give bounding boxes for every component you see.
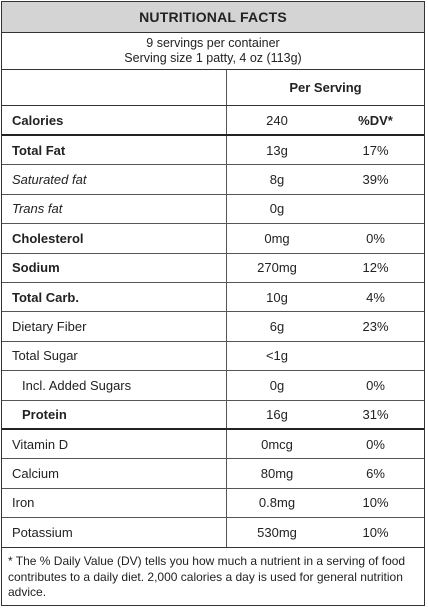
nutrient-row-trans-fat: Trans fat 0g [2,194,424,225]
nutrient-row-added-sugars: Incl. Added Sugars 0g 0% [2,371,424,401]
nutrient-amount: 0mcg [261,436,293,452]
nutrient-row-cholesterol: Cholesterol 0mg 0% [2,224,424,254]
nutrient-dv: 4% [366,289,385,305]
nutrient-amount: 0.8mg [258,495,296,511]
nutrient-label: Incl. Added Sugars [2,371,227,400]
nutrient-label: Total Fat [2,136,227,165]
nutrient-dv: 17% [362,142,389,158]
nutrient-row-iron: Iron 0.8mg 10% [2,488,424,519]
nutrient-label: Dietary Fiber [2,312,227,341]
nutrient-amount: 270mg [257,260,297,276]
nutrient-row-potassium: Potassium 530mg 10% [2,518,424,548]
calories-value: 240 [266,112,288,128]
nutrient-row-total-fat: Total Fat 13g 17% [2,136,424,166]
nutrient-label: Protein [2,400,227,428]
nutrient-dv [327,342,424,370]
per-serving-header: Per Serving [289,80,362,95]
nutrient-dv: 10% [362,495,389,511]
calories-label: Calories [2,106,227,134]
nutrient-dv: 31% [362,406,389,422]
nutrient-row-protein: Protein 16g 31% [2,400,424,430]
nutrient-row-vitamin-d: Vitamin D 0mcg 0% [2,429,424,460]
panel-title: NUTRITIONAL FACTS [2,2,424,33]
nutrient-row-saturated-fat: Saturated fat 8g 39% [2,165,424,195]
nutrient-amount: 13g [266,142,288,158]
serving-info: 9 servings per container Serving size 1 … [2,33,424,70]
nutrient-dv: 12% [362,260,389,276]
nutrient-dv [327,195,424,223]
nutrient-label: Total Sugar [2,341,227,371]
nutrient-dv: 0% [366,436,385,452]
nutrient-dv: 23% [362,319,389,335]
nutrient-label: Calcium [2,459,227,488]
calories-row: Calories 240 %DV* [2,106,424,136]
nutrient-amount: 80mg [260,465,294,481]
serving-size: Serving size 1 patty, 4 oz (113g) [124,51,302,65]
dv-header: %DV* [358,112,393,128]
nutrient-amount: 0mg [264,230,290,246]
nutrient-row-total-sugar: Total Sugar <1g [2,341,424,372]
nutrient-amount: 6g [269,319,285,335]
nutrient-dv: 0% [366,377,385,393]
nutrient-amount: 0g [269,201,285,217]
nutrient-amount: 8g [269,172,285,188]
column-header-row: Per Serving [2,70,424,106]
header-blank-cell [2,70,227,105]
servings-per-container: 9 servings per container [146,36,280,50]
nutrient-dv: 0% [366,230,385,246]
nutrient-dv: 6% [366,465,385,481]
nutrient-label: Cholesterol [2,224,227,253]
nutrient-label: Iron [2,488,227,518]
nutrient-label: Saturated fat [2,165,227,194]
daily-value-footnote: * The % Daily Value (DV) tells you how m… [2,547,424,601]
nutrient-amount: 16g [266,406,288,422]
nutrient-row-total-carb: Total Carb. 10g 4% [2,282,424,313]
nutrient-amount: <1g [265,348,289,364]
nutrient-row-calcium: Calcium 80mg 6% [2,459,424,489]
nutrient-label: Potassium [2,518,227,548]
nutrient-label: Sodium [2,253,227,282]
nutrient-label: Total Carb. [2,282,227,312]
nutrient-amount: 530mg [257,525,297,541]
nutrient-dv: 39% [362,172,389,188]
nutrient-amount: 0g [269,377,285,393]
nutrient-amount: 10g [266,289,288,305]
nutrient-label: Trans fat [2,194,227,224]
nutrient-row-sodium: Sodium 270mg 12% [2,253,424,283]
nutrient-row-dietary-fiber: Dietary Fiber 6g 23% [2,312,424,342]
nutrient-label: Vitamin D [2,429,227,459]
nutrient-dv: 10% [362,525,389,541]
